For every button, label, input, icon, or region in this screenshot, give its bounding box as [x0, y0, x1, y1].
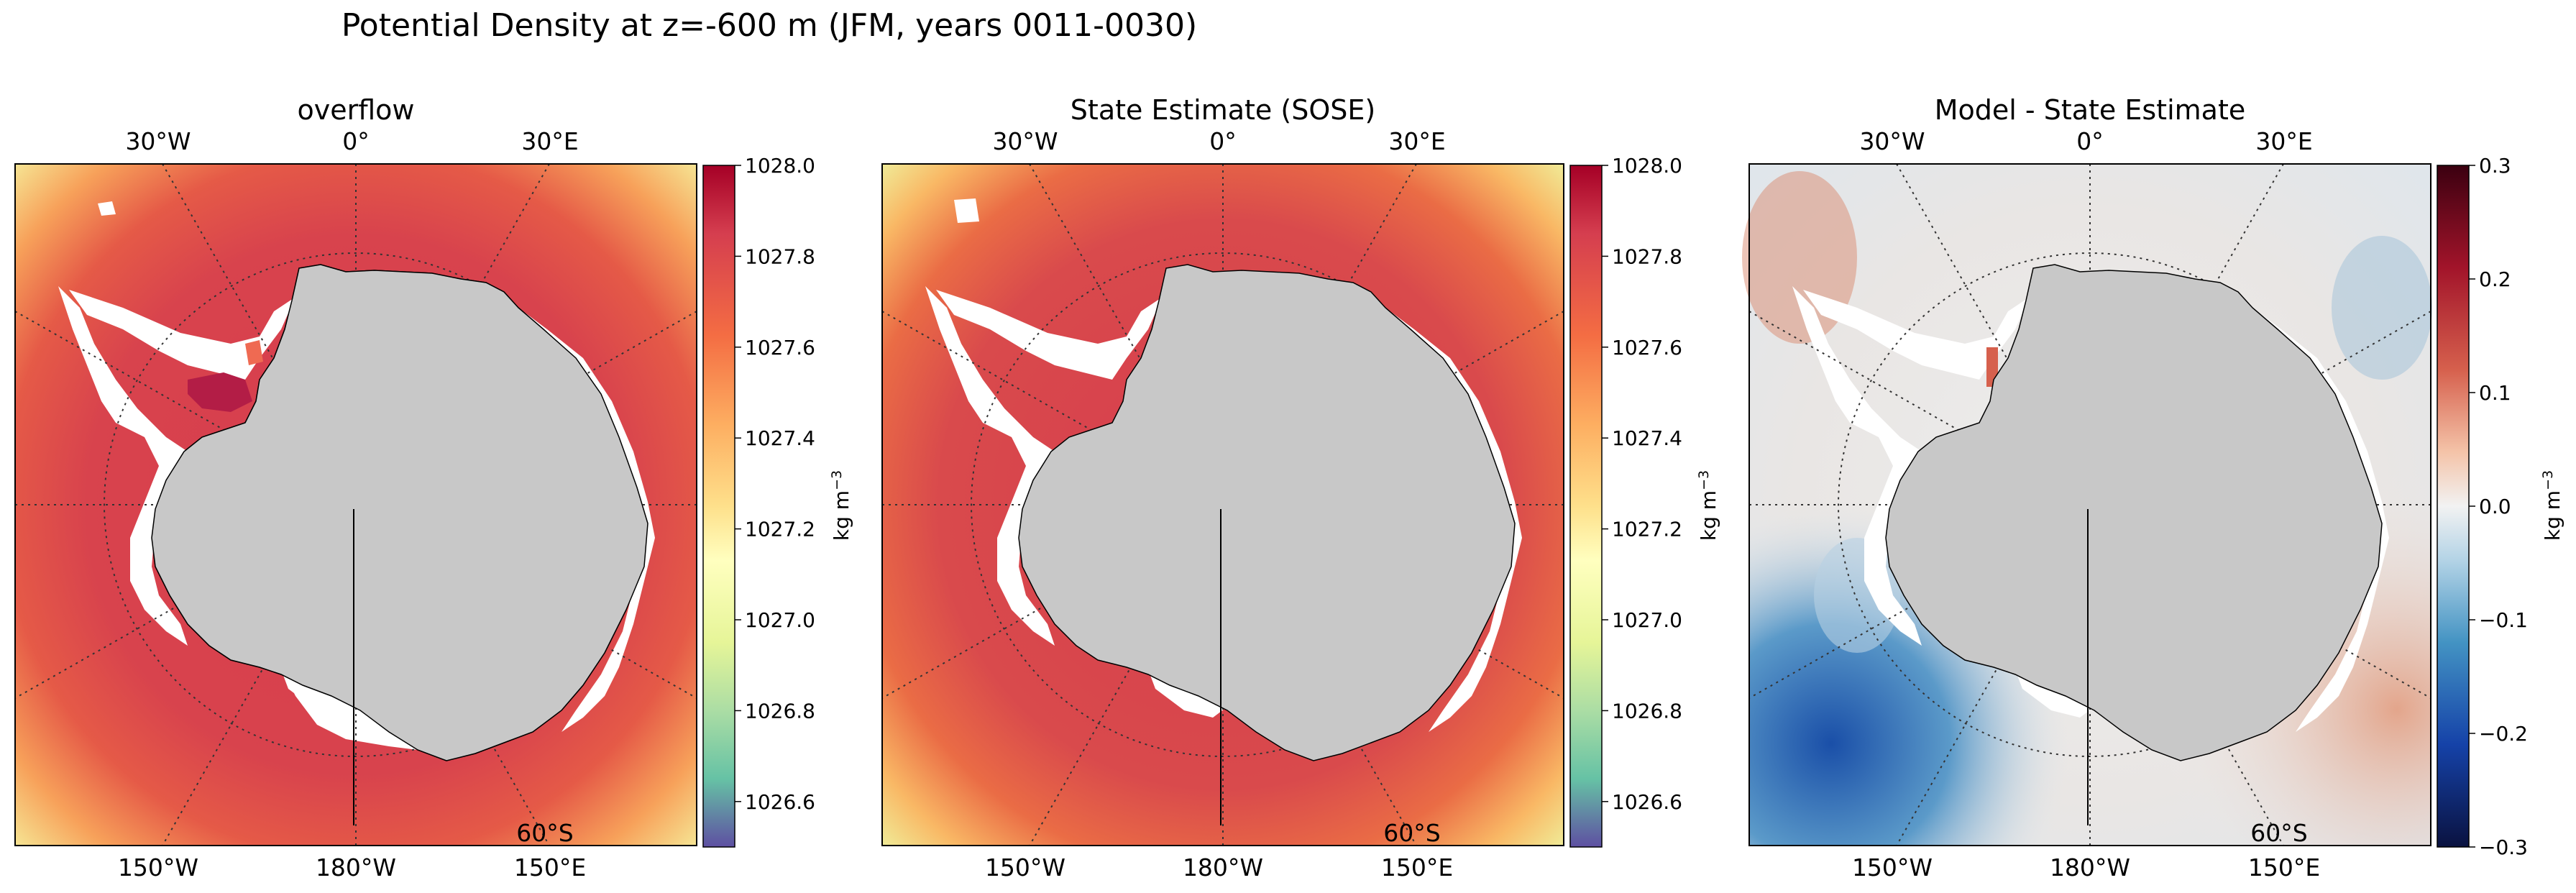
colorbar-3-tick-label: −0.3 [2479, 835, 2528, 859]
colorbar-2-tick-label: 1026.6 [1612, 790, 1682, 814]
colorbar-1-tick-label: 1027.4 [745, 426, 815, 450]
colorbar-2-tick-label: 1026.8 [1612, 699, 1682, 723]
colorbar-3-label: kg m−3 [2540, 470, 2564, 541]
panel-1-bottom-lon-3: 150°E [514, 853, 586, 881]
colorbar-1-tick-label: 1027.8 [745, 244, 815, 268]
colorbar-2-tick-label: 1027.0 [1612, 608, 1682, 632]
panel-1-bottom-lon-2: 180°W [316, 853, 396, 881]
panel-2-top-lon-1: 30°W [992, 127, 1058, 155]
colorbar-2-tick-label: 1028.0 [1612, 154, 1682, 178]
panel-2-title: State Estimate (SOSE) [1071, 94, 1375, 126]
colorbar-3-tick-label: 0.1 [2479, 381, 2511, 405]
colorbar-1-tick-label: 1028.0 [745, 154, 815, 178]
panel-2-bottom-lon-2: 180°W [1183, 853, 1263, 881]
panel-3-bottom-lon-2: 180°W [2050, 853, 2130, 881]
colorbar-3-tick-label: −0.1 [2479, 608, 2528, 632]
colorbar-1-tick-label: 1027.2 [745, 518, 815, 541]
colorbar-1-tick-label: 1027.0 [745, 608, 815, 632]
colorbar-1-tick-label: 1026.8 [745, 699, 815, 723]
panel-2-lat-label: 60°S [1383, 819, 1440, 847]
colorbar-2: 1028.0 1027.8 1027.6 1027.4 1027.2 1027.0 1026… [1569, 154, 1682, 848]
colorbar-2-tick-label: 1027.8 [1612, 244, 1682, 268]
panel-1-top-lon-2: 0° [342, 127, 370, 155]
panel-3-top-lon-1: 30°W [1859, 127, 1925, 155]
colorbar-2-tick-label: 1027.2 [1612, 518, 1682, 541]
panel-1-top-lon-3: 30°E [521, 127, 578, 155]
panel-1-lat-label: 60°S [516, 819, 573, 847]
panel-1-top-lon-1: 30°W [125, 127, 191, 155]
panel-difference [1742, 163, 2432, 846]
panel-2-top-lon-3: 30°E [1388, 127, 1445, 155]
colorbar-1-tick-label: 1026.6 [745, 790, 815, 814]
panel-1-title: overflow [297, 94, 414, 126]
panel-2-bottom-lon-1: 150°W [985, 853, 1065, 881]
panel-3-top-lon-3: 30°E [2255, 127, 2312, 155]
panel-3-lat-label: 60°S [2250, 819, 2307, 847]
panel-2-top-lon-2: 0° [1209, 127, 1237, 155]
panel-3-bottom-lon-1: 150°W [1852, 853, 1933, 881]
panel-3-top-lon-2: 0° [2076, 127, 2104, 155]
colorbar-3: 0.3 0.2 0.1 0.0 −0.1 −0.2 −0.3 [2437, 154, 2528, 859]
panel-sose [881, 163, 1564, 846]
figure-suptitle: Potential Density at z=-600 m (JFM, year… [342, 7, 1197, 44]
colorbar-2-tick-label: 1027.6 [1612, 336, 1682, 360]
colorbar-2-tick-label: 1027.4 [1612, 426, 1682, 450]
panel-3-title: Model - State Estimate [1935, 94, 2245, 126]
colorbar-3-tick-label: 0.3 [2479, 154, 2511, 178]
colorbar-3-tick-label: 0.2 [2479, 267, 2511, 291]
colorbar-3-tick-label: 0.0 [2479, 495, 2511, 518]
panel-3-bottom-lon-3: 150°E [2248, 853, 2320, 881]
colorbar-1-label: kg m−3 [829, 470, 853, 541]
colorbar-3-tick-label: −0.2 [2479, 722, 2528, 746]
colorbar-1-tick-label: 1027.6 [745, 336, 815, 360]
panel-2-bottom-lon-3: 150°E [1381, 853, 1453, 881]
panel-1-bottom-lon-1: 150°W [118, 853, 198, 881]
colorbar-1: 1028.0 1027.8 1027.6 1027.4 1027.2 1027.0 1026… [702, 154, 815, 848]
colorbar-2-label: kg m−3 [1696, 470, 1720, 541]
panel-overflow [14, 163, 697, 846]
